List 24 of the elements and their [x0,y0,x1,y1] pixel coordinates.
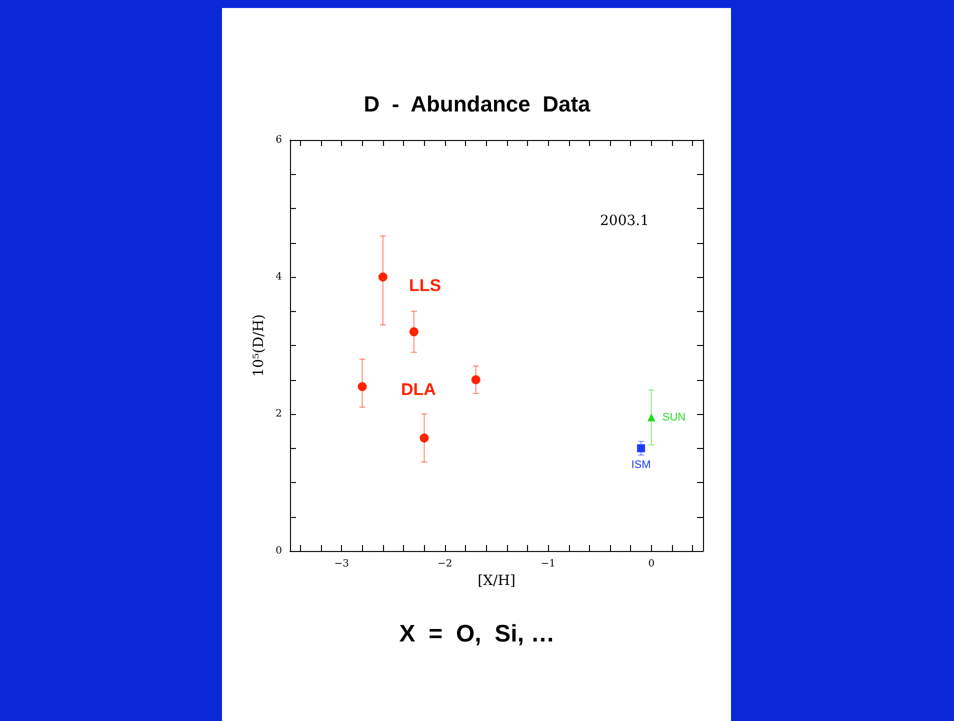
x-tick-label: −3 [334,558,349,570]
annotation: DLA [401,380,436,399]
point [647,413,656,422]
point [358,382,367,392]
point [471,375,480,384]
series-label: SUN [662,411,686,424]
annotation: 2003.1 [600,213,649,229]
y-axis-title: 10⁵(D/H) [251,314,267,377]
x-axis-title: [X/H] [478,572,516,589]
x-tick-label: −1 [540,558,556,570]
text: X = O, Si, … [399,620,555,648]
x-tick-label: −2 [438,558,452,570]
series-label: ISM [631,458,651,471]
x-tick-label: 0 [648,558,655,570]
point [409,327,418,336]
y-tick-label: 2 [276,408,282,420]
point [420,433,429,442]
annotation: LLS [409,276,442,295]
y-tick-label: 0 [276,546,282,556]
y-tick-label: 4 [276,272,282,282]
point [637,444,646,452]
point [378,272,388,282]
y-tick-label: 6 [276,134,282,146]
chart-title: D - Abundance Data [364,92,592,116]
